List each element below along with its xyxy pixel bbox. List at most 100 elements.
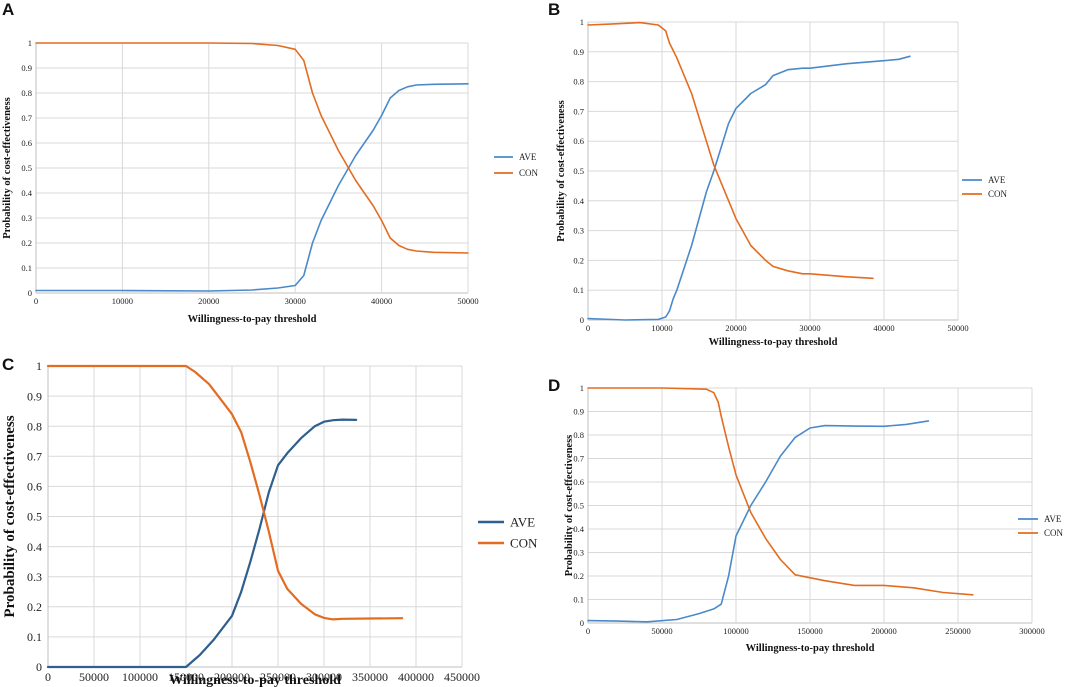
y-tick-label: 0.6 (573, 477, 584, 487)
x-tick-label: 50000 (947, 323, 968, 333)
y-tick-label: 0 (580, 315, 584, 325)
x-tick-label: 150000 (797, 626, 823, 636)
x-tick-label: 300000 (1019, 626, 1045, 636)
y-tick-label: 0.8 (27, 419, 42, 433)
series-line-ave (587, 420, 930, 623)
y-tick-label: 0.6 (573, 136, 584, 146)
y-tick-label: 0.9 (573, 406, 584, 416)
panel-d: D 0 0.1 0.2 0.3 0.4 0.5 0.6 0.7 0.8 0.9 1 0 50000 100… (548, 376, 1064, 654)
legend-label-ave: AVE (510, 515, 535, 530)
y-tick-label: 0.4 (27, 540, 42, 554)
y-tick-label: 0.5 (21, 163, 32, 173)
y-tick-label: 0.6 (27, 480, 42, 494)
x-tick-label: 10000 (112, 296, 133, 306)
x-axis-label: Willingness-to-pay threshold (746, 643, 875, 654)
y-tick-label: 0.6 (21, 138, 32, 148)
y-tick-label: 0.9 (573, 47, 584, 57)
x-tick-label: 20000 (725, 323, 746, 333)
series-line-con (35, 42, 469, 254)
y-tick-label: 0.2 (573, 571, 584, 581)
panel-c: C 0 0.1 0.2 0.3 0.4 0.5 0.6 0.7 0.8 0.9 1 0 50000 100… (2, 355, 538, 687)
series-line-ave (587, 55, 911, 321)
y-tick-label: 0 (28, 288, 32, 298)
series-line-con (587, 21, 874, 280)
x-tick-label: 50000 (457, 296, 478, 306)
x-tick-label: 150000 (168, 670, 204, 684)
x-tick-label: 300000 (306, 670, 342, 684)
y-tick-label: 0.3 (573, 547, 584, 557)
y-tick-label: 0.1 (573, 285, 584, 295)
legend-label-con: CON (988, 189, 1008, 199)
y-tick-label: 0.4 (21, 188, 32, 198)
x-tick-label: 50000 (651, 626, 672, 636)
x-tick-label: 50000 (79, 670, 109, 684)
y-tick-label: 0.7 (573, 453, 584, 463)
y-axis-label: Probability of cost-effectiveness (556, 100, 567, 242)
x-tick-label: 10000 (651, 323, 672, 333)
x-axis-label: Willingness-to-pay threshold (709, 337, 838, 348)
y-tick-label: 0 (580, 618, 584, 628)
panel-letter-b: B (548, 0, 560, 19)
y-tick-label: 0.1 (27, 630, 42, 644)
y-tick-label: 0.1 (573, 594, 584, 604)
series-line-ave (35, 83, 469, 292)
y-tick-label: 1 (580, 383, 584, 393)
series-line-con (46, 364, 404, 621)
y-tick-label: 0.8 (21, 88, 32, 98)
x-tick-label: 350000 (352, 670, 388, 684)
y-tick-label: 0.5 (573, 166, 584, 176)
x-tick-label: 250000 (945, 626, 971, 636)
y-tick-label: 1 (36, 359, 42, 373)
y-tick-label: 0.2 (27, 600, 42, 614)
x-tick-label: 30000 (799, 323, 820, 333)
y-tick-label: 0.4 (573, 524, 584, 534)
panel-letter-c: C (2, 355, 14, 374)
y-tick-label: 0.3 (573, 226, 584, 236)
y-tick-label: 0.8 (573, 430, 584, 440)
y-tick-label: 0.2 (21, 238, 32, 248)
legend-label-ave: AVE (1044, 514, 1062, 524)
y-tick-label: 0.7 (27, 450, 42, 464)
x-tick-label: 400000 (398, 670, 434, 684)
y-axis-label: Probability of cost-effectiveness (564, 435, 575, 577)
x-tick-label: 40000 (371, 296, 392, 306)
y-tick-label: 0.5 (573, 500, 584, 510)
x-tick-label: 200000 (214, 670, 250, 684)
x-tick-label: 200000 (871, 626, 897, 636)
x-tick-label: 450000 (444, 670, 480, 684)
x-tick-label: 0 (586, 626, 590, 636)
panel-letter-d: D (548, 376, 560, 395)
y-tick-label: 1 (580, 17, 584, 27)
x-tick-label: 100000 (723, 626, 749, 636)
x-tick-label: 100000 (122, 670, 158, 684)
legend-label-ave: AVE (988, 175, 1006, 185)
legend-label-con: CON (519, 168, 539, 178)
y-axis-label: Probability of cost-effectiveness (2, 415, 18, 617)
x-tick-label: 0 (586, 323, 590, 333)
x-axis-label: Willingness-to-pay threshold (169, 673, 341, 687)
y-tick-label: 0 (36, 660, 42, 674)
y-tick-label: 0.2 (573, 255, 584, 265)
y-tick-label: 0.1 (21, 263, 32, 273)
x-tick-label: 20000 (198, 296, 219, 306)
legend-label-ave: AVE (519, 152, 537, 162)
y-tick-label: 0.9 (21, 63, 32, 73)
x-tick-label: 30000 (285, 296, 306, 306)
panel-a: A 0 0.1 0.2 0.3 0.4 0.5 0.6 0.7 0.8 0.9 1 0 10000 200… (2, 0, 539, 325)
x-tick-label: 0 (34, 296, 38, 306)
series-line-con (587, 387, 974, 596)
y-tick-label: 0.8 (573, 77, 584, 87)
panel-letter-a: A (2, 0, 14, 19)
y-tick-label: 0.5 (27, 510, 42, 524)
legend-label-con: CON (510, 536, 538, 551)
x-tick-label: 0 (45, 670, 51, 684)
y-tick-label: 0.3 (27, 570, 42, 584)
y-axis-label: Probability of cost-effectiveness (2, 97, 13, 239)
y-tick-label: 0.4 (573, 196, 584, 206)
x-tick-label: 40000 (873, 323, 894, 333)
legend-label-con: CON (1044, 528, 1064, 538)
y-tick-label: 0.3 (21, 213, 32, 223)
x-axis-label: Willingness-to-pay threshold (188, 314, 317, 325)
y-tick-label: 0.7 (21, 113, 32, 123)
